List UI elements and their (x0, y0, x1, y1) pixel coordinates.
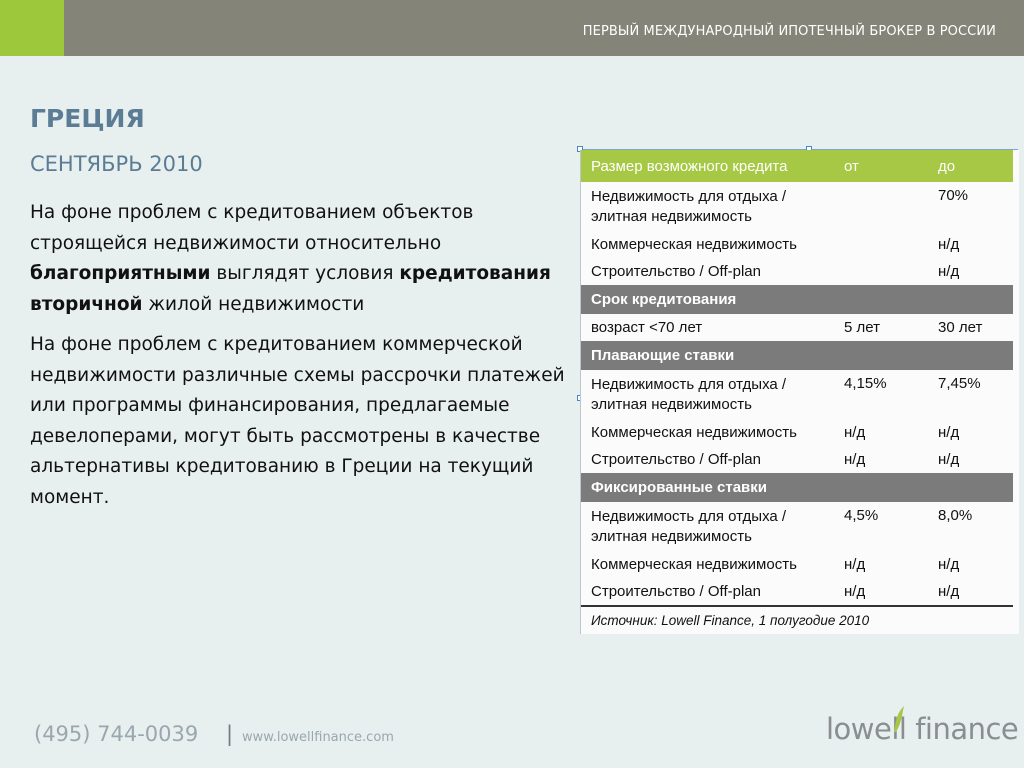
loan-conditions-table-image[interactable]: Размер возможного кредита от до Недвижим… (580, 150, 1019, 634)
table-row: Недвижимость для отдыха / элитная недвиж… (581, 502, 1013, 551)
table-cell: Строительство / Off-plan (591, 263, 761, 280)
paragraph-1-bold-b: кредитования вторичной (30, 263, 551, 315)
table-row: Коммерческая недвижимость н/д н/д (581, 419, 1013, 446)
table-cell: н/д (844, 583, 866, 600)
table-cell: н/д (844, 424, 866, 441)
paragraph-1-text-b: выглядят условия (210, 263, 400, 284)
table-cell: 5 лет (844, 319, 880, 336)
table-row: Строительство / Off-plan н/д (581, 258, 1013, 285)
footer-url[interactable]: www.lowellfinance.com (242, 730, 394, 745)
table-header-row: Размер возможного кредита от до (581, 150, 1013, 182)
table-cell: Недвижимость для отдыха / элитная недвиж… (591, 187, 787, 225)
table-cell: возраст <70 лет (591, 319, 703, 336)
table-cell: н/д (938, 263, 960, 280)
slide-subtitle: СЕНТЯБРЬ 2010 (30, 152, 203, 176)
table-row: Коммерческая недвижимость н/д н/д (581, 551, 1013, 578)
table-cell: 4,15% (844, 375, 887, 392)
table-cell: 7,45% (938, 375, 981, 392)
table-cell: 4,5% (844, 507, 879, 524)
header-cell-size: Размер возможного кредита (581, 150, 834, 182)
table-cell: 70% (938, 187, 969, 204)
table-cell: н/д (938, 424, 960, 441)
table-cell: н/д (938, 583, 960, 600)
table-cell: н/д (938, 556, 960, 573)
paragraph-1: На фоне проблем с кредитованием объектов… (30, 198, 565, 320)
table-cell: Строительство / Off-plan (591, 451, 761, 468)
paragraph-1-text-c: жилой недвижимости (142, 293, 365, 315)
table-cell: н/д (844, 556, 866, 573)
table-cell (834, 231, 928, 258)
paragraph-1-bold-a: благоприятными (30, 263, 211, 284)
leaf-icon (894, 706, 904, 732)
table-cell: 8,0% (938, 507, 973, 524)
table-row: Строительство / Off-plan н/д н/д (581, 446, 1013, 473)
table-source-row: Источник: Lowell Finance, 1 полугодие 20… (581, 605, 1013, 633)
section-label-floating: Плавающие ставки (581, 341, 1013, 370)
table-cell (834, 182, 928, 231)
table-row: возраст <70 лет 5 лет 30 лет (581, 314, 1013, 341)
footer-separator: | (226, 722, 234, 746)
table-cell (834, 258, 928, 285)
header-cell-to: до (928, 150, 1013, 182)
table-cell: Коммерческая недвижимость (591, 556, 797, 573)
table-cell: н/д (938, 236, 960, 253)
loan-conditions-table: Размер возможного кредита от до Недвижим… (581, 150, 1013, 633)
slide-title: ГРЕЦИЯ (30, 104, 145, 133)
table-section-row: Фиксированные ставки (581, 473, 1013, 502)
selection-outline (580, 149, 1018, 150)
paragraph-1-text-a: На фоне проблем с кредитованием объектов… (30, 202, 474, 254)
paragraph-2: На фоне проблем с кредитованием коммерче… (30, 334, 565, 508)
table-cell: Недвижимость для отдыха / элитная недвиж… (591, 507, 787, 545)
table-row: Строительство / Off-plan н/д н/д (581, 578, 1013, 606)
footer-phone: (495) 744-0039 (34, 722, 199, 746)
table-cell: 30 лет (938, 319, 983, 336)
table-cell: Строительство / Off-plan (591, 583, 761, 600)
table-cell: Недвижимость для отдыха / элитная недвиж… (591, 375, 787, 413)
top-bar: ПЕРВЫЙ МЕЖДУНАРОДНЫЙ ИПОТЕЧНЫЙ БРОКЕР В … (0, 0, 1024, 56)
lowell-finance-logo: lowell finance (826, 706, 1019, 752)
table-cell: Коммерческая недвижимость (591, 236, 797, 253)
table-section-row: Плавающие ставки (581, 341, 1013, 370)
table-cell: Коммерческая недвижимость (591, 424, 797, 441)
table-cell: н/д (938, 451, 960, 468)
header-tagline: ПЕРВЫЙ МЕЖДУНАРОДНЫЙ ИПОТЕЧНЫЙ БРОКЕР В … (582, 24, 996, 39)
brand-accent-block (0, 0, 64, 56)
table-row: Недвижимость для отдыха / элитная недвиж… (581, 182, 1013, 231)
table-row: Недвижимость для отдыха / элитная недвиж… (581, 370, 1013, 419)
section-label-fixed: Фиксированные ставки (581, 473, 1013, 502)
header-cell-from: от (834, 150, 928, 182)
table-section-row: Срок кредитования (581, 285, 1013, 314)
table-row: Коммерческая недвижимость н/д (581, 231, 1013, 258)
section-label-term: Срок кредитования (581, 285, 1013, 314)
table-cell: н/д (844, 451, 866, 468)
logo-text: lowell finance (826, 712, 1019, 746)
table-source-note: Источник: Lowell Finance, 1 полугодие 20… (581, 605, 1013, 633)
